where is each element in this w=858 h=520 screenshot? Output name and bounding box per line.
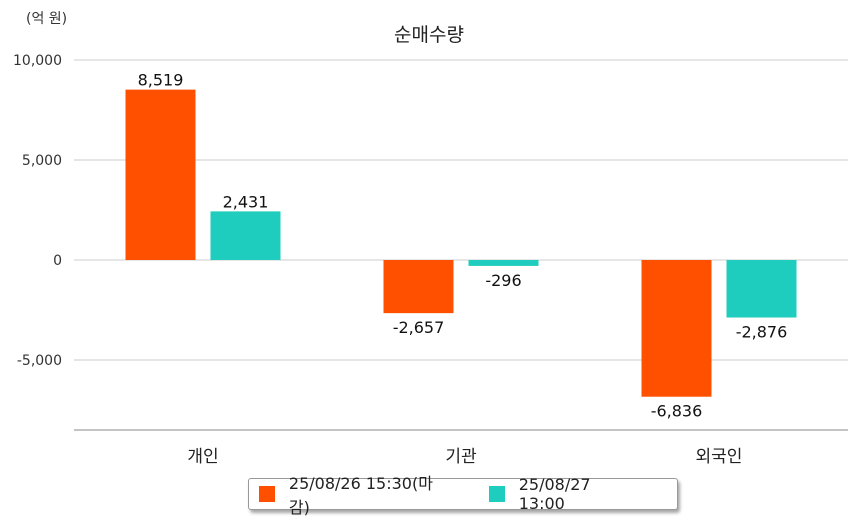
data-label: 8,519	[138, 71, 184, 90]
data-label: -2,876	[736, 323, 788, 342]
bar[interactable]	[125, 89, 196, 261]
bars	[125, 89, 797, 397]
bar[interactable]	[726, 260, 797, 318]
x-category-label: 외국인	[696, 447, 743, 467]
data-label: -296	[485, 271, 521, 290]
data-labels: 8,519 2,431 -2,657 -296 -6,836 -2,876	[138, 71, 788, 421]
legend-swatch-2	[488, 486, 505, 502]
category-labels: 개인 기관 외국인	[187, 447, 742, 467]
y-tick-label: 10,000	[13, 53, 62, 69]
x-category-label: 개인	[187, 447, 218, 467]
bar[interactable]	[468, 260, 539, 266]
grid-lines	[74, 59, 848, 361]
y-tick-label: -5,000	[17, 353, 62, 369]
bar[interactable]	[641, 260, 712, 397]
y-tick-label: 5,000	[22, 153, 62, 169]
legend-label-1: 25/08/26 15:30(마감)	[288, 474, 433, 517]
bar[interactable]	[383, 260, 454, 314]
unit-label: (억 원)	[26, 11, 68, 27]
x-category-label: 기관	[445, 447, 476, 467]
y-tick-label: 0	[53, 253, 62, 269]
data-label: -2,657	[393, 318, 445, 337]
y-axis-ticks: 10,000 5,000 0 -5,000	[13, 53, 62, 369]
legend-label-2: 25/08/27 13:00	[518, 475, 591, 513]
legend-item-2[interactable]: 25/08/27 13:00	[488, 475, 641, 513]
data-label: 2,431	[223, 192, 269, 211]
legend-swatch-1	[259, 486, 275, 502]
legend-item-1[interactable]: 25/08/26 15:30(마감)	[259, 470, 453, 518]
bar[interactable]	[210, 211, 281, 260]
chart-title: 순매수량	[394, 24, 464, 46]
legend: 25/08/26 15:30(마감) 25/08/27 13:00	[248, 474, 678, 517]
data-label: -6,836	[651, 402, 703, 421]
